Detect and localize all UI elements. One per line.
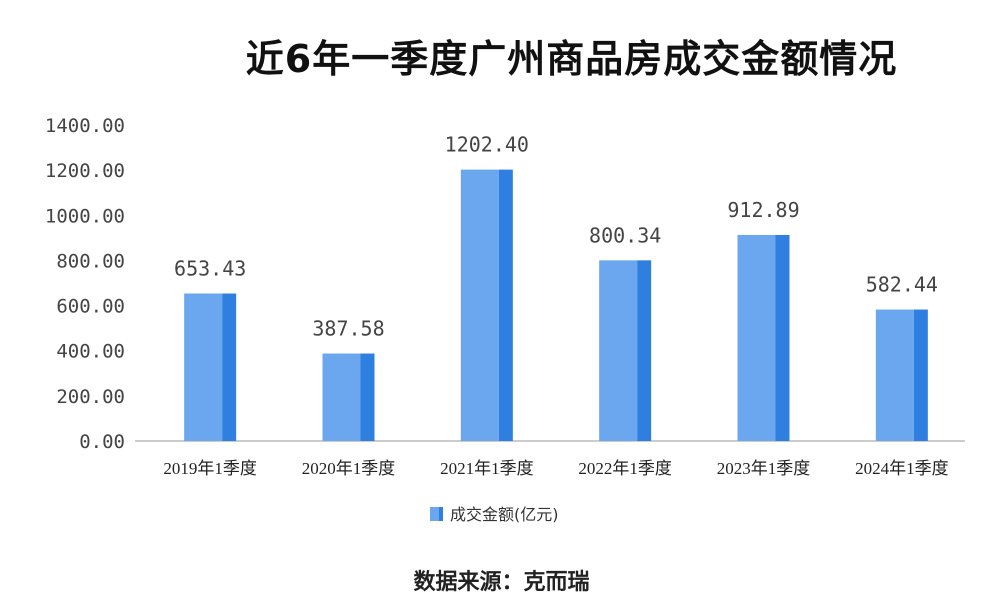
value-label: 1202.40	[445, 133, 529, 157]
y-tick-label: 600.00	[56, 296, 125, 318]
x-tick-label: 2023年1季度	[717, 459, 811, 478]
data-source-note: 数据来源：克而瑞	[413, 570, 590, 595]
bar	[875, 309, 914, 441]
bar-side	[913, 309, 928, 441]
bar-side	[498, 169, 513, 441]
bar-side	[775, 234, 790, 441]
value-label: 800.34	[589, 223, 661, 247]
y-tick-label: 200.00	[56, 386, 125, 408]
bar	[737, 234, 776, 441]
legend-label: 成交金额(亿元)	[450, 505, 559, 524]
x-tick-label: 2024年1季度	[855, 459, 949, 478]
legend-swatch	[430, 507, 439, 521]
y-tick-label: 1000.00	[45, 205, 125, 227]
y-tick-label: 1200.00	[45, 160, 125, 182]
bar	[322, 353, 361, 441]
y-tick-label: 800.00	[56, 250, 125, 272]
bar	[460, 169, 499, 441]
x-tick-label: 2021年1季度	[440, 459, 534, 478]
value-label: 912.89	[727, 198, 799, 222]
x-tick-label: 2020年1季度	[302, 459, 396, 478]
bar	[184, 293, 223, 441]
y-tick-label: 0.00	[79, 431, 125, 453]
value-label: 582.44	[866, 273, 938, 297]
y-tick-label: 1400.00	[45, 115, 125, 137]
bar-side	[222, 293, 237, 441]
x-tick-label: 2019年1季度	[163, 459, 257, 478]
bar-side	[360, 353, 375, 441]
y-tick-label: 400.00	[56, 341, 125, 363]
bar	[599, 260, 638, 441]
value-label: 387.58	[312, 317, 384, 341]
chart-title: 近6年一季度广州商品房成交金额情况	[245, 37, 898, 81]
bar-side	[637, 260, 652, 441]
value-label: 653.43	[174, 257, 246, 281]
x-tick-label: 2022年1季度	[578, 459, 672, 478]
legend-swatch-side	[439, 507, 443, 521]
